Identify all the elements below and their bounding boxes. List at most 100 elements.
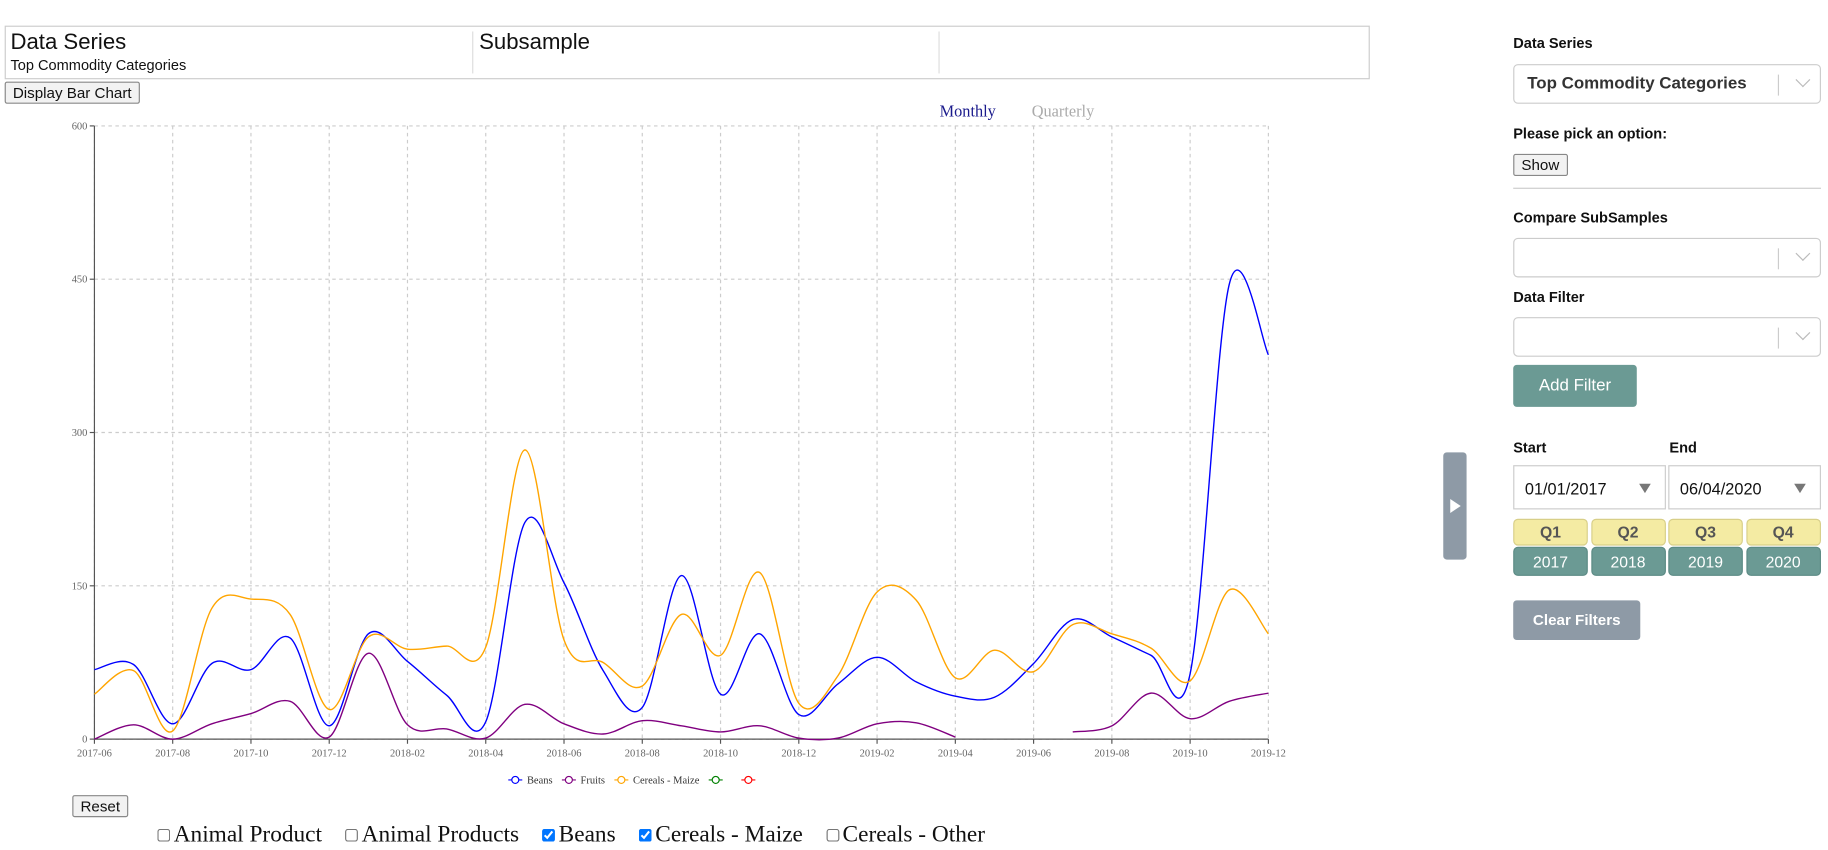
label: Compare SubSamples	[1513, 209, 1668, 227]
x-tick-label: 2019-02	[860, 749, 895, 760]
chevron	[1795, 246, 1811, 261]
quarter-button[interactable]: Q4	[1745, 518, 1821, 546]
chevron	[1795, 325, 1811, 341]
checkbox[interactable]	[345, 828, 359, 842]
reset-button[interactable]: Reset	[72, 795, 129, 818]
x-tick-label: 2017-10	[233, 749, 268, 760]
bar-chart-button[interactable]: Display Bar Chart	[4, 81, 140, 104]
checkbox[interactable]	[826, 828, 840, 842]
header: Data Series Top Commodity Categories Sub…	[4, 25, 1370, 80]
separator	[1777, 327, 1780, 349]
year-button[interactable]: 2018	[1590, 546, 1666, 576]
series-line	[94, 269, 1270, 732]
series-line	[94, 652, 1269, 741]
legend-label: Fruits	[581, 775, 605, 786]
date-value: 01/01/2017	[1524, 479, 1607, 498]
legend-item: Cereals - Maize	[614, 775, 700, 786]
series-select[interactable]: Top Commodity Categories	[1513, 64, 1821, 104]
period-toggle: Monthly	[940, 102, 997, 121]
period-toggle: Quarterly	[1032, 102, 1095, 121]
legend-item: Fruits	[561, 775, 605, 786]
checkbox-label: Beans	[558, 821, 616, 848]
quarter-button[interactable]: Q2	[1590, 518, 1666, 546]
year-button[interactable]: 2019	[1668, 546, 1743, 576]
header-subtitle: Top Commodity Categories	[10, 57, 187, 74]
x-tick-label: 2018-04	[468, 749, 504, 760]
y-tick-label: 600	[72, 121, 88, 132]
date-value: 06/04/2020	[1679, 479, 1762, 498]
checkbox[interactable]	[542, 828, 556, 842]
header-title: Data Series	[10, 30, 127, 55]
x-tick-label: 2017-12	[312, 749, 347, 760]
y-tick-label: 300	[72, 428, 88, 439]
x-tick-label: 2019-10	[1173, 749, 1208, 760]
y-tick-label: 0	[82, 735, 87, 746]
legend-marker	[511, 775, 520, 785]
x-tick-label: 2017-08	[155, 749, 190, 760]
y-tick-label: 150	[72, 581, 88, 592]
divider	[1513, 187, 1821, 189]
start-date[interactable]: 01/01/2017	[1513, 465, 1666, 510]
year-button[interactable]: 2020	[1745, 546, 1821, 576]
x-tick-label: 2019-12	[1251, 749, 1286, 760]
checkbox[interactable]	[638, 828, 652, 842]
legend-marker	[744, 775, 753, 785]
checkbox-item[interactable]: Animal Product	[157, 822, 322, 849]
checkbox-list: Animal Product Animal Products Beans Cereal…	[157, 822, 985, 849]
chevron	[1795, 72, 1811, 88]
checkbox-item[interactable]: Beans	[542, 821, 616, 849]
legend-label: Cereals - Maize	[633, 775, 700, 786]
x-tick-label: 2019-04	[938, 749, 974, 760]
checkbox-label: Cereals - Maize	[655, 821, 803, 848]
legend-item	[741, 775, 756, 785]
x-tick-label: 2018-10	[703, 749, 738, 760]
header-column: Subsample	[472, 30, 941, 74]
x-tick-label: 2018-08	[625, 749, 660, 760]
legend-marker	[564, 775, 573, 785]
clear-filters-button[interactable]: Clear Filters	[1513, 600, 1641, 641]
separator	[1777, 74, 1780, 96]
x-tick-label: 2018-12	[781, 749, 816, 760]
checkbox-label: Cereals - Other	[842, 821, 985, 848]
x-tick-label: 2019-08	[1094, 749, 1129, 760]
filter-select[interactable]	[1513, 317, 1821, 357]
arrow-icon	[1450, 498, 1461, 513]
x-tick-label: 2018-06	[547, 749, 582, 760]
checkbox-item[interactable]: Animal Products	[345, 822, 519, 849]
show-button[interactable]: Show	[1513, 153, 1568, 177]
chart: Monthly Quarterly 0 150 300 450 600 2017-06 2017…	[72, 102, 1286, 787]
checkbox-label: Animal Product	[173, 821, 323, 848]
series-line	[94, 449, 1269, 733]
x-tick-label: 2018-02	[390, 749, 425, 760]
checkbox[interactable]	[157, 828, 171, 842]
x-tick-label: 2019-06	[1016, 749, 1051, 760]
header-title: Subsample	[479, 30, 590, 55]
checkbox-item[interactable]: Cereals - Maize	[638, 821, 803, 849]
separator	[1777, 248, 1780, 270]
add-filter-button[interactable]: Add Filter	[1513, 364, 1637, 407]
legend-marker	[617, 775, 626, 785]
label: Please pick an option:	[1513, 125, 1668, 143]
dropdown-icon	[1639, 483, 1651, 494]
year-button[interactable]: 2017	[1513, 546, 1588, 576]
checkbox-label: Animal Products	[361, 821, 520, 848]
label: End	[1669, 439, 1697, 456]
quarter-button[interactable]: Q3	[1668, 518, 1743, 546]
end-date[interactable]: 06/04/2020	[1668, 465, 1821, 510]
compare-select[interactable]	[1513, 237, 1821, 278]
y-tick-label: 450	[72, 275, 88, 286]
dropdown-icon	[1794, 483, 1806, 494]
header-column: Data Series Top Commodity Categories	[10, 30, 472, 74]
legend-item: Beans	[508, 775, 553, 786]
header-column	[938, 31, 940, 74]
sidebar-toggle[interactable]	[1443, 452, 1467, 560]
checkbox-item[interactable]: Cereals - Other	[826, 822, 985, 849]
label: Start	[1513, 439, 1547, 456]
quarter-button[interactable]: Q1	[1513, 518, 1588, 546]
legend-label: Beans	[527, 775, 553, 786]
label: Data Series	[1513, 34, 1593, 52]
legend-item	[708, 775, 723, 785]
legend-marker	[711, 775, 720, 785]
x-tick-label: 2017-06	[77, 749, 112, 760]
